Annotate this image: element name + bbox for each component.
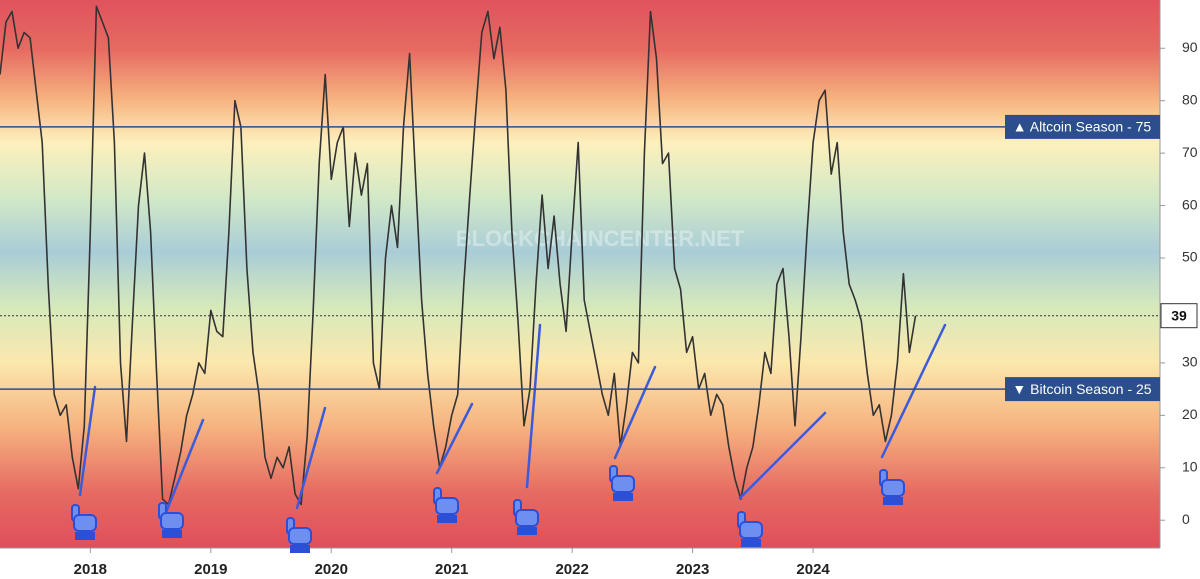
- x-tick-label: 2019: [194, 561, 227, 578]
- x-tick-label: 2020: [315, 561, 348, 578]
- trend-line: [435, 402, 474, 475]
- reference-label: ▲ Altcoin Season - 75: [1013, 119, 1152, 135]
- current-value-label: 39: [1171, 307, 1187, 323]
- hand-icon: [609, 465, 635, 501]
- plot-area: [0, 5, 917, 506]
- x-tick-label: 2018: [74, 561, 107, 578]
- hand-icon: [286, 517, 312, 553]
- y-tick-label: 80: [1182, 91, 1198, 107]
- trend-line: [295, 406, 327, 510]
- y-tick-label: 20: [1182, 406, 1198, 422]
- x-tick-label: 2021: [435, 561, 468, 578]
- reference-label-box: [1005, 114, 1160, 139]
- trend-line: [613, 365, 657, 460]
- x-tick-label: 2024: [796, 561, 830, 578]
- reference-label-box: [1005, 377, 1160, 402]
- hand-icon: [513, 499, 539, 535]
- y-tick-label: 30: [1182, 354, 1198, 370]
- trend-line: [525, 323, 542, 489]
- y-tick-label: 60: [1182, 196, 1198, 212]
- trend-line: [738, 411, 827, 500]
- x-tick-label: 2023: [676, 561, 709, 578]
- y-tick-label: 70: [1182, 144, 1198, 160]
- current-value-box: [1160, 303, 1198, 329]
- hand-icon: [433, 487, 459, 523]
- reference-label: ▼ Bitcoin Season - 25: [1012, 381, 1151, 397]
- y-tick-label: 90: [1182, 39, 1198, 55]
- trend-line: [163, 418, 205, 517]
- y-tick-label: 50: [1182, 249, 1198, 265]
- y-tick-label: 10: [1182, 458, 1198, 474]
- watermark: BLOCKCHAINCENTER.NET: [456, 226, 745, 251]
- trend-line: [78, 385, 97, 497]
- y-tick-label: 0: [1182, 511, 1190, 527]
- plot-background: [0, 0, 1160, 548]
- x-tick-label: 2022: [555, 561, 588, 578]
- trend-line: [880, 323, 947, 459]
- hand-icons: [71, 465, 905, 553]
- hand-icon: [71, 504, 97, 540]
- hand-icon: [737, 511, 763, 547]
- trend-annotations: [78, 323, 947, 517]
- hand-icon: [879, 469, 905, 505]
- index-line: [0, 5, 917, 506]
- hand-icon: [158, 502, 184, 538]
